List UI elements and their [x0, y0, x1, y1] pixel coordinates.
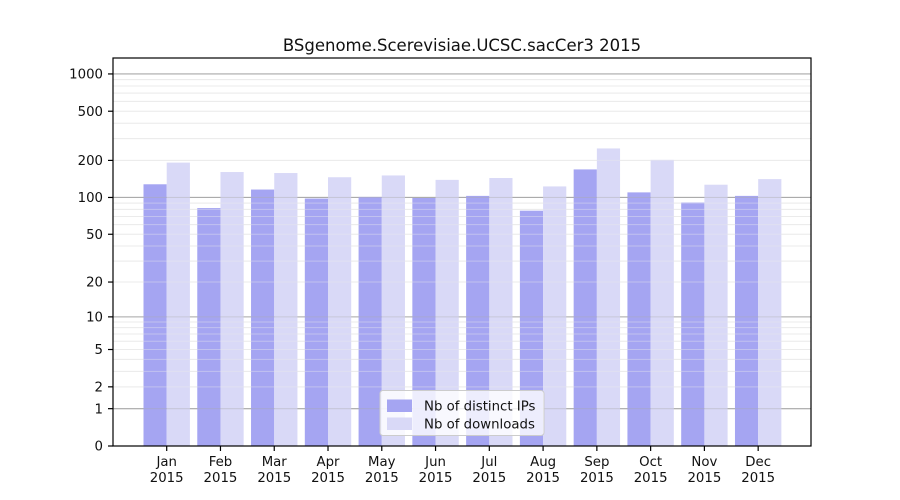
- bar-nb-of-downloads-jan-2015: [166, 162, 190, 447]
- bar-nb-of-distinct-ips-feb-2015: [197, 208, 221, 446]
- legend-label-distinct-ips: Nb of distinct IPs: [424, 400, 536, 415]
- y-tick-label-500: 500: [78, 105, 103, 120]
- bar-nb-of-distinct-ips-may-2015: [358, 196, 382, 446]
- x-tick-label-year-mar-2015: 2015: [257, 471, 291, 486]
- bar-nb-of-downloads-sep-2015: [596, 148, 621, 446]
- x-tick-label-year-may-2015: 2015: [365, 471, 399, 486]
- x-tick-label-year-jan-2015: 2015: [150, 471, 184, 486]
- y-tick-label-100: 100: [78, 191, 103, 206]
- bar-nb-of-downloads-may-2015: [381, 175, 405, 446]
- bar-nb-of-downloads-apr-2015: [328, 177, 352, 446]
- legend-swatch-downloads: [387, 417, 412, 430]
- bar-nb-of-distinct-ips-jan-2015: [143, 184, 167, 447]
- x-tick-label-year-nov-2015: 2015: [687, 471, 721, 486]
- x-tick-label-month-sep-2015: Sep: [584, 455, 609, 470]
- x-tick-label-month-oct-2015: Oct: [639, 455, 662, 470]
- x-tick-label-month-jan-2015: Jan: [155, 455, 177, 470]
- chart-title: BSgenome.Scerevisiae.UCSC.sacCer3 2015: [283, 36, 641, 55]
- bar-nb-of-distinct-ips-nov-2015: [681, 202, 705, 446]
- y-tick-label-10: 10: [86, 311, 103, 326]
- x-tick-label-year-sep-2015: 2015: [580, 471, 614, 486]
- bar-nb-of-distinct-ips-aug-2015: [519, 210, 544, 446]
- x-tick-label-month-nov-2015: Nov: [691, 455, 717, 470]
- bar-nb-of-distinct-ips-dec-2015: [734, 195, 759, 446]
- bar-nb-of-downloads-mar-2015: [274, 173, 298, 446]
- x-tick-label-month-dec-2015: Dec: [745, 455, 771, 470]
- gridlines-overlay: [113, 73, 811, 410]
- bar-nb-of-downloads-jun-2015: [435, 179, 459, 446]
- x-tick-label-month-mar-2015: Mar: [262, 455, 288, 470]
- y-tick-label-200: 200: [78, 154, 103, 169]
- plot-border: [112, 57, 812, 447]
- bar-nb-of-distinct-ips-sep-2015: [573, 169, 597, 447]
- bar-nb-of-downloads-oct-2015: [650, 159, 674, 447]
- y-tick-label-50: 50: [86, 228, 103, 243]
- bars-layer: [143, 148, 782, 447]
- x-tick-label-month-jun-2015: Jun: [424, 455, 446, 470]
- x-tick-label-month-apr-2015: Apr: [317, 455, 341, 470]
- y-tick-label-5: 5: [95, 343, 103, 358]
- y-tick-label-1000: 1000: [69, 68, 103, 83]
- bar-nb-of-downloads-feb-2015: [220, 172, 244, 446]
- y-tick-label-2: 2: [95, 381, 103, 396]
- x-tick-label-month-feb-2015: Feb: [209, 455, 233, 470]
- legend-label-downloads: Nb of downloads: [424, 418, 535, 433]
- bar-nb-of-distinct-ips-oct-2015: [627, 192, 651, 446]
- y-tick-label-0: 0: [95, 440, 103, 455]
- bar-nb-of-downloads-nov-2015: [704, 184, 728, 446]
- x-tick-label-year-jun-2015: 2015: [419, 471, 453, 486]
- bar-nb-of-distinct-ips-jun-2015: [412, 198, 436, 446]
- x-tick-label-month-may-2015: May: [368, 455, 396, 470]
- legend-box: [379, 390, 545, 436]
- axes-layer: 01251020501002005001000Jan2015Feb2015Mar…: [69, 68, 775, 486]
- legend: Nb of distinct IPs Nb of downloads: [379, 390, 545, 436]
- y-tick-label-1: 1: [95, 402, 103, 417]
- legend-swatch-distinct-ips: [387, 399, 412, 412]
- bar-nb-of-distinct-ips-jul-2015: [466, 195, 490, 446]
- x-tick-label-year-feb-2015: 2015: [204, 471, 238, 486]
- x-tick-label-year-aug-2015: 2015: [526, 471, 560, 486]
- x-tick-label-month-jul-2015: Jul: [480, 455, 497, 470]
- bar-nb-of-downloads-jul-2015: [489, 177, 513, 447]
- bar-nb-of-distinct-ips-mar-2015: [251, 189, 275, 446]
- x-tick-label-year-dec-2015: 2015: [741, 471, 775, 486]
- y-tick-label-20: 20: [86, 276, 103, 291]
- x-tick-label-year-apr-2015: 2015: [311, 471, 345, 486]
- x-tick-label-month-aug-2015: Aug: [530, 455, 556, 470]
- bar-nb-of-downloads-dec-2015: [758, 179, 782, 446]
- bar-nb-of-distinct-ips-apr-2015: [304, 198, 329, 446]
- x-tick-label-year-oct-2015: 2015: [634, 471, 668, 486]
- x-tick-label-year-jul-2015: 2015: [472, 471, 506, 486]
- bar-nb-of-downloads-aug-2015: [543, 186, 567, 446]
